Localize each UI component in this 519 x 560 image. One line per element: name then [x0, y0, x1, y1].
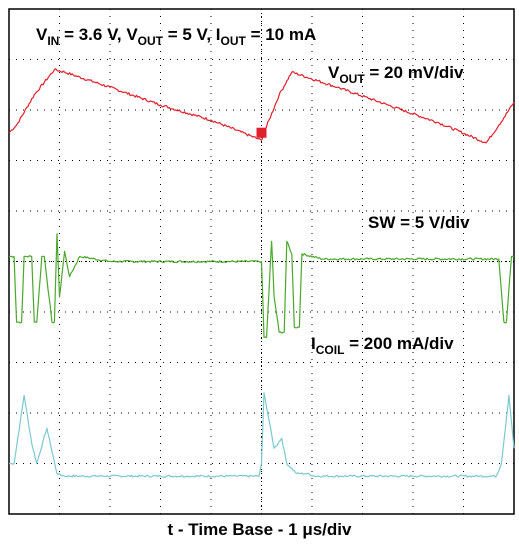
plot-area: [8, 8, 515, 515]
trace-sw: [9, 233, 515, 338]
trace-icoil: [9, 392, 515, 478]
trace-group: [8, 68, 515, 478]
chart-title: VIN = 3.6 V, VOUT = 5 V, IOUT = 10 mA: [36, 25, 316, 48]
vout-channel-label: VOUT = 20 mV/div: [328, 63, 464, 86]
trace-vout: [8, 68, 515, 144]
icoil-channel-label: ICOIL = 200 mA/div: [311, 334, 454, 357]
trigger-marker-icon: [256, 127, 267, 138]
sw-channel-label: SW = 5 V/div: [368, 213, 470, 232]
x-axis-label: t - Time Base - 1 μs/div: [167, 520, 352, 539]
